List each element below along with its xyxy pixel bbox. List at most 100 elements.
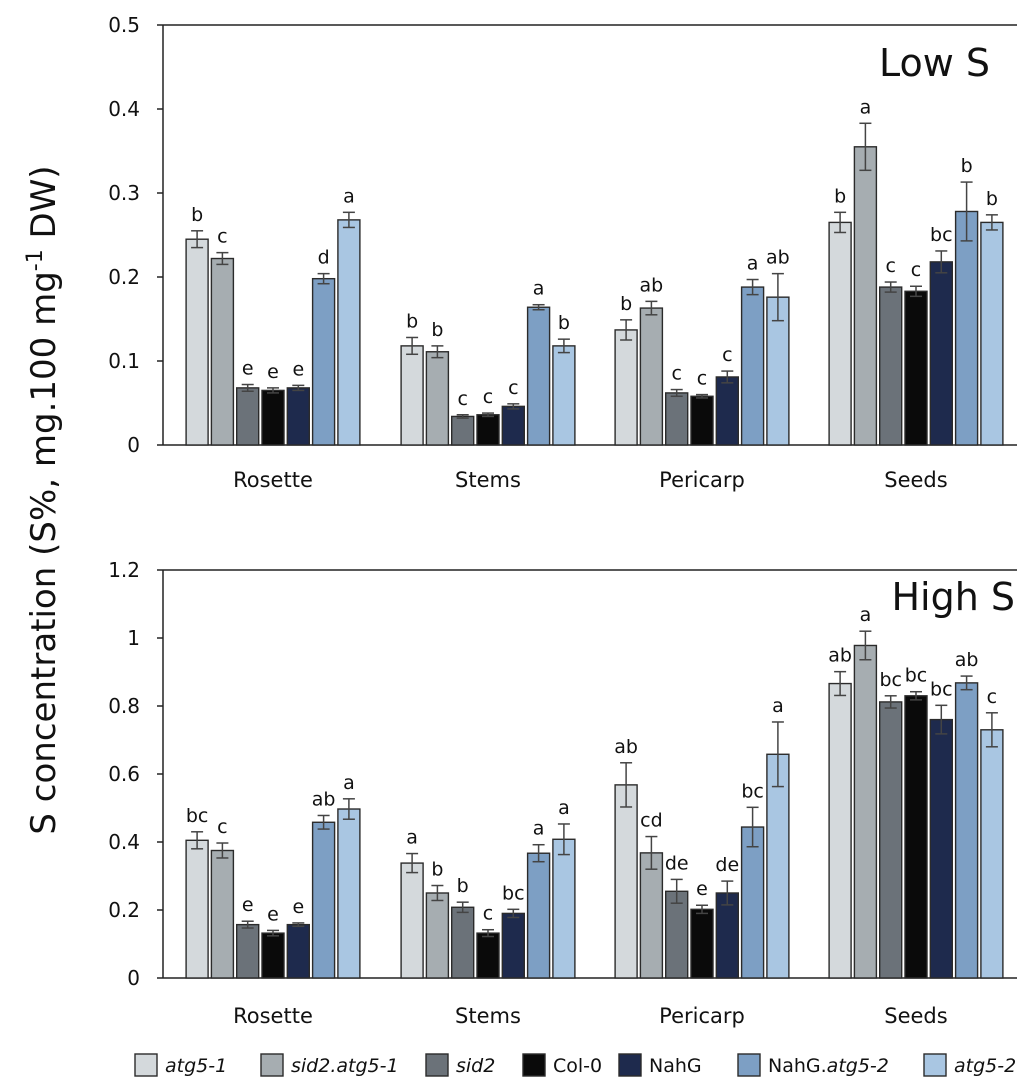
significance-letter: e	[267, 361, 279, 383]
y-tick-label: 0.1	[108, 349, 140, 373]
bar-NahG.atg5-2-pericarp	[740, 286, 765, 446]
legend-swatch	[923, 1053, 947, 1077]
bar-atg5-2-seeds	[980, 729, 1004, 979]
bar-atg5-1-seeds	[828, 221, 852, 446]
bar-Col-0-rosette	[261, 389, 285, 446]
significance-letter: d	[318, 247, 330, 269]
y-tick-label: 1.2	[108, 558, 140, 582]
y-tick-label: 0.5	[108, 13, 140, 37]
significance-letter: a	[860, 604, 872, 626]
y-tick-label: 0.2	[108, 898, 140, 922]
significance-letter: bc	[879, 669, 902, 691]
bar-Col-0-seeds	[904, 290, 928, 446]
significance-letter: b	[961, 155, 973, 177]
significance-letter: de	[665, 852, 689, 874]
significance-letter: bc	[930, 678, 953, 700]
bar-NahG-seeds	[929, 261, 953, 446]
bar-sid2.atg5-1-pericarp	[639, 307, 664, 446]
significance-letter: cd	[640, 810, 663, 832]
bar-atg5-1-pericarp	[614, 784, 638, 979]
significance-letter: b	[834, 185, 846, 207]
bar-atg5-2-pericarp	[766, 753, 790, 979]
bar-sid2-seeds	[879, 701, 903, 979]
legend-label: NahG	[649, 1055, 702, 1077]
significance-letter: b	[620, 293, 632, 315]
legend-label: NahG.atg5-2	[768, 1055, 889, 1077]
bar-NahG-pericarp	[715, 892, 739, 979]
significance-letter: ab	[828, 645, 852, 667]
significance-letter: c	[217, 816, 227, 838]
bar-NahG.atg5-2-seeds	[954, 210, 979, 446]
bar-Col-0-pericarp	[690, 908, 714, 979]
bar-NahG.atg5-2-pericarp	[740, 826, 765, 979]
significance-letter: b	[431, 319, 443, 341]
legend-label: Col-0	[553, 1055, 602, 1077]
significance-letter: c	[671, 363, 681, 385]
significance-letter: ab	[614, 736, 638, 758]
significance-letter: b	[406, 310, 418, 332]
legend-label: sid2	[456, 1055, 495, 1077]
bar-atg5-1-seeds	[828, 682, 852, 979]
x-category-label: Seeds	[884, 1004, 947, 1028]
significance-letter: b	[986, 188, 998, 210]
significance-letter: c	[885, 255, 895, 277]
legend-swatch	[737, 1053, 761, 1077]
significance-letter: e	[267, 903, 279, 925]
significance-letter: e	[242, 358, 254, 380]
significance-letter: ab	[640, 274, 664, 296]
bar-atg5-1-rosette	[185, 839, 209, 979]
bar-NahG-rosette	[286, 387, 310, 446]
significance-letter: a	[747, 253, 759, 275]
bar-sid2.atg5-1-rosette	[210, 257, 235, 446]
significance-letter: c	[483, 386, 493, 408]
significance-letter: c	[911, 259, 921, 281]
significance-letter: a	[406, 827, 418, 849]
legend-swatch	[522, 1053, 546, 1077]
bar-atg5-1-pericarp	[614, 329, 638, 446]
significance-letter: b	[457, 875, 469, 897]
low-s-panel: 0 0.1 0.2 0.3 0.4 0.5 Rosette Stems Pericarp Seed…	[108, 13, 1017, 492]
legend-swatch	[425, 1053, 449, 1077]
bar-atg5-1-rosette	[185, 238, 209, 446]
significance-letter: e	[292, 896, 304, 918]
bar-Col-0-rosette	[261, 932, 285, 979]
bar-NahG.atg5-2-rosette	[311, 277, 336, 446]
bar-sid2-seeds	[879, 286, 903, 446]
significance-letter: c	[987, 686, 997, 708]
bar-Col-0-stems	[476, 414, 500, 446]
y-tick-label: 0.3	[108, 181, 140, 205]
bar-sid2.atg5-1-stems	[425, 351, 450, 446]
x-category-label: Stems	[455, 1004, 521, 1028]
bar-atg5-2-stems	[552, 345, 576, 446]
legend-label: sid2.atg5-1	[291, 1055, 399, 1077]
bar-NahG-rosette	[286, 923, 310, 979]
bar-NahG-stems	[501, 912, 525, 979]
significance-letter: c	[217, 226, 227, 248]
bar-sid2.atg5-1-rosette	[210, 849, 235, 979]
y-axis-title: S concentration (S%, mg.100 mg-1 DW)	[23, 165, 64, 834]
x-category-label: Pericarp	[659, 1004, 745, 1028]
bar-sid2-stems	[451, 906, 475, 979]
bar-sid2.atg5-1-stems	[425, 892, 450, 979]
bar-NahG.atg5-2-seeds	[954, 682, 979, 979]
x-category-label: Seeds	[884, 468, 947, 492]
significance-letter: e	[242, 894, 254, 916]
significance-letter: e	[292, 358, 304, 380]
legend: atg5-1 sid2.atg5-1 sid2 Col-0 NahG NahG.atg5-…	[134, 1053, 1016, 1077]
y-tick-label: 0.8	[108, 694, 140, 718]
y-tick-label: 0.4	[108, 97, 140, 121]
x-category-label: Stems	[455, 468, 521, 492]
bar-sid2-rosette	[235, 923, 260, 979]
y-tick-label: 0.6	[108, 762, 140, 786]
bar-atg5-2-rosette	[337, 808, 361, 979]
y-axis-label: S concentration (S%, mg.100 mg-1 DW)	[23, 165, 64, 834]
y-tick-label: 0.2	[108, 265, 140, 289]
significance-letter: bc	[186, 805, 209, 827]
bar-sid2.atg5-1-seeds	[853, 146, 878, 446]
significance-letter: a	[343, 772, 355, 794]
significance-letter: a	[860, 96, 872, 118]
significance-letter: bc	[905, 665, 928, 687]
significance-letter: a	[533, 818, 545, 840]
y-tick-label: 0	[127, 433, 140, 457]
